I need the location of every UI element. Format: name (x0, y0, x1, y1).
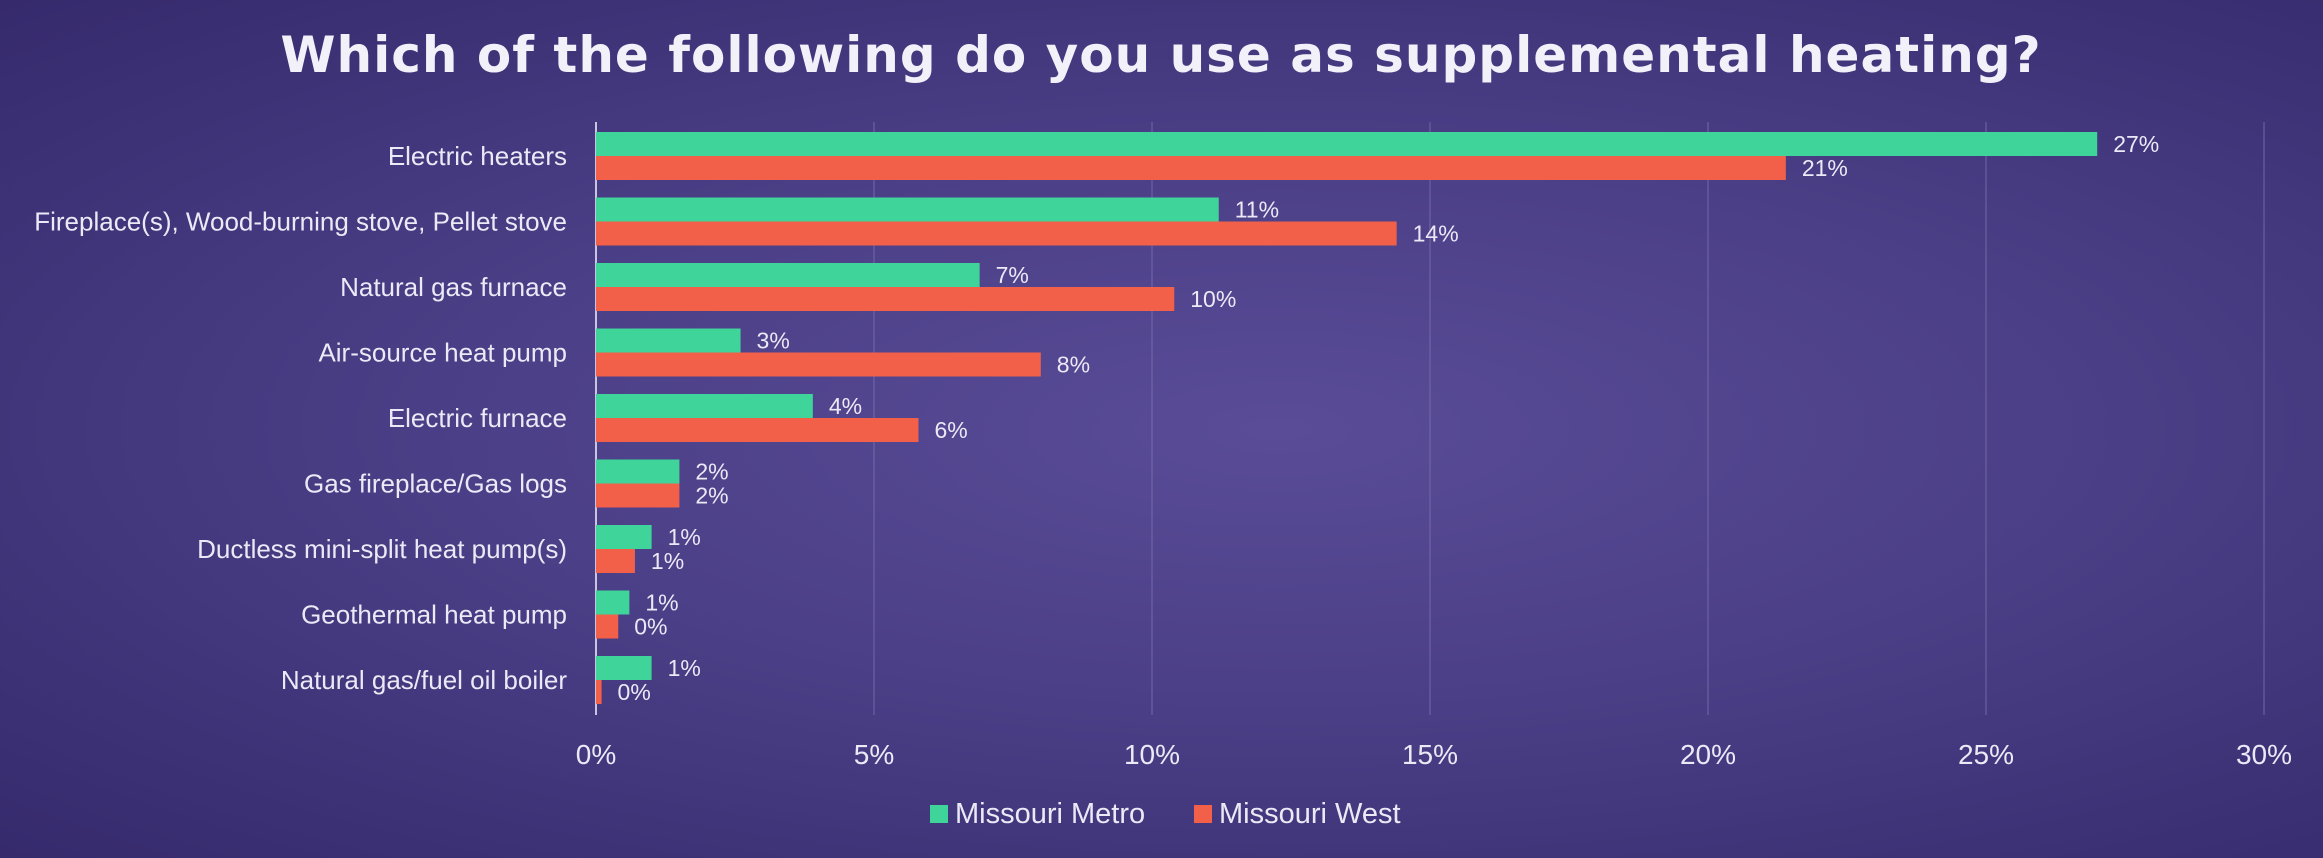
x-tick-label: 25% (1958, 739, 2014, 770)
data-label: 6% (934, 417, 967, 443)
bar (596, 394, 813, 418)
data-label: 11% (1235, 197, 1279, 223)
category-label: Natural gas/fuel oil boiler (281, 665, 567, 695)
chart-title: Which of the following do you use as sup… (280, 26, 2041, 84)
category-label: Geothermal heat pump (301, 600, 567, 630)
legend-swatch (930, 805, 948, 823)
bar (596, 418, 919, 442)
category-label: Natural gas furnace (340, 272, 567, 302)
x-tick-label: 10% (1124, 739, 1180, 770)
data-label: 1% (668, 524, 701, 550)
data-label: 4% (829, 393, 862, 419)
bar (596, 352, 1041, 377)
legend-label: Missouri West (1219, 798, 1401, 830)
bar (596, 156, 1786, 180)
bar (596, 221, 1397, 246)
bar (596, 680, 602, 704)
data-label: 21% (1802, 155, 1848, 181)
data-label: 2% (695, 459, 728, 485)
data-label: 1% (645, 590, 678, 616)
bar (596, 287, 1175, 311)
bar (596, 590, 630, 615)
bars: 27%21%11%14%7%10%3%8%4%6%2%2%1%1%1%0%1%0… (596, 131, 2159, 705)
legend-swatch (1194, 805, 1212, 823)
data-label: 27% (2113, 131, 2159, 157)
bar (596, 197, 1219, 222)
category-label: Ductless mini-split heat pump(s) (197, 534, 567, 564)
category-label: Electric furnace (388, 403, 567, 433)
x-tick-label: 30% (2236, 739, 2292, 770)
data-label: 1% (651, 548, 684, 574)
data-label: 0% (618, 679, 651, 705)
category-label: Air-source heat pump (318, 338, 567, 368)
data-label: 2% (695, 483, 728, 509)
data-label: 3% (757, 328, 790, 354)
bar (596, 483, 680, 508)
data-label: 7% (996, 262, 1029, 288)
category-label: Gas fireplace/Gas logs (304, 469, 567, 499)
bar (596, 525, 652, 549)
bar (596, 263, 980, 287)
bar (596, 656, 652, 680)
bar (596, 549, 635, 573)
data-label: 1% (668, 655, 701, 681)
bar (596, 132, 2098, 156)
bar (596, 328, 741, 353)
x-tick-label: 5% (854, 739, 894, 770)
data-label: 10% (1190, 286, 1236, 312)
x-tick-label: 15% (1402, 739, 1458, 770)
bar (596, 459, 680, 484)
bar (596, 614, 619, 639)
legend: Missouri Metro Missouri West (930, 798, 1401, 830)
x-axis-ticks: 0% 5% 10% 15% 20% 25% 30% (576, 739, 2292, 770)
category-labels: Electric heaters Fireplace(s), Wood-burni… (34, 141, 567, 695)
legend-label: Missouri Metro (955, 798, 1145, 830)
category-label: Fireplace(s), Wood-burning stove, Pellet… (34, 207, 567, 237)
data-label: 8% (1057, 352, 1090, 378)
x-tick-label: 0% (576, 739, 616, 770)
x-tick-label: 20% (1680, 739, 1736, 770)
data-label: 0% (634, 614, 667, 640)
category-label: Electric heaters (388, 141, 567, 171)
data-label: 14% (1413, 221, 1459, 247)
